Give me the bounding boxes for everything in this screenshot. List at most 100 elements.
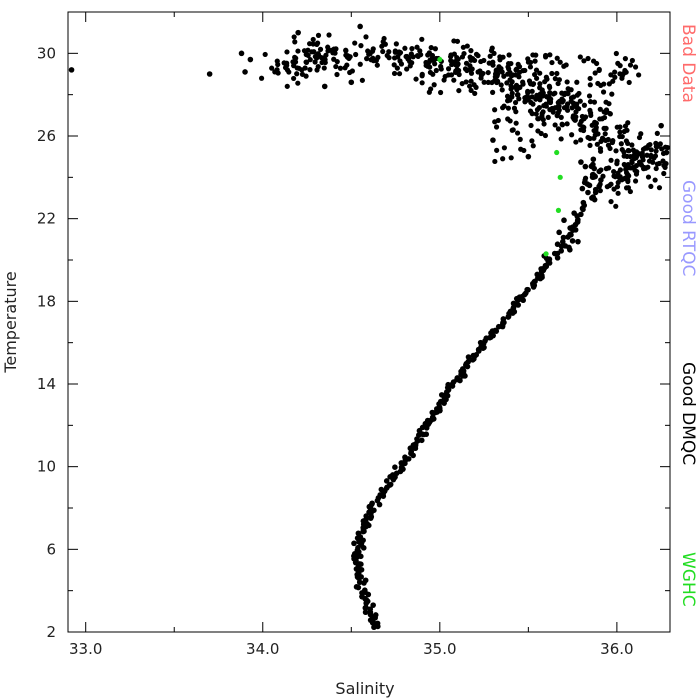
y-tick-label: 6 bbox=[46, 540, 56, 558]
data-point bbox=[419, 73, 425, 79]
data-point bbox=[505, 105, 511, 111]
data-point bbox=[597, 116, 603, 122]
data-point bbox=[558, 136, 564, 142]
data-point bbox=[568, 232, 574, 238]
x-axis-label: Salinity bbox=[335, 679, 394, 698]
data-point bbox=[490, 137, 496, 143]
data-point bbox=[622, 56, 628, 62]
data-point bbox=[460, 366, 466, 372]
data-point bbox=[370, 46, 376, 52]
data-point bbox=[363, 604, 369, 611]
data-point bbox=[653, 165, 659, 172]
data-point bbox=[609, 91, 615, 97]
data-point bbox=[238, 50, 245, 57]
data-point bbox=[247, 56, 254, 63]
data-point bbox=[512, 99, 519, 106]
legend-label-good-dmqc: Good DMQC bbox=[678, 362, 698, 465]
data-point bbox=[555, 80, 561, 87]
data-point bbox=[386, 49, 392, 55]
data-point bbox=[568, 98, 574, 104]
legend-label-bad-data: Bad Data bbox=[678, 24, 698, 103]
data-point bbox=[351, 540, 357, 547]
data-point bbox=[658, 122, 664, 129]
data-point bbox=[593, 124, 599, 131]
data-point bbox=[387, 481, 394, 488]
data-point bbox=[527, 64, 534, 70]
data-point bbox=[636, 72, 642, 78]
data-point bbox=[392, 464, 398, 470]
data-point bbox=[367, 606, 374, 612]
data-point bbox=[654, 130, 660, 136]
data-point bbox=[511, 105, 518, 111]
data-point bbox=[374, 620, 381, 627]
data-point bbox=[514, 92, 521, 98]
data-point bbox=[617, 129, 623, 135]
data-point bbox=[362, 587, 368, 593]
data-point bbox=[597, 188, 603, 194]
data-point bbox=[606, 81, 612, 87]
data-point bbox=[513, 120, 519, 126]
data-point bbox=[580, 124, 586, 130]
data-point bbox=[552, 122, 558, 128]
data-point bbox=[463, 60, 470, 66]
data-point bbox=[645, 174, 652, 180]
data-point bbox=[514, 130, 521, 136]
data-point bbox=[603, 107, 610, 113]
wghc-point bbox=[555, 207, 562, 213]
data-point bbox=[509, 90, 515, 96]
data-point bbox=[537, 70, 543, 76]
data-point bbox=[358, 566, 365, 573]
data-point bbox=[543, 54, 549, 60]
data-point bbox=[627, 62, 634, 68]
data-point bbox=[468, 87, 474, 94]
data-point bbox=[558, 248, 564, 254]
data-point bbox=[623, 69, 629, 75]
data-point bbox=[500, 156, 506, 162]
data-point bbox=[614, 158, 620, 164]
data-point bbox=[588, 110, 594, 116]
data-point bbox=[576, 106, 582, 112]
data-point bbox=[590, 58, 597, 64]
data-point bbox=[414, 44, 420, 50]
data-point bbox=[514, 87, 520, 93]
data-point bbox=[328, 47, 334, 53]
data-point bbox=[347, 69, 353, 76]
data-point bbox=[626, 79, 632, 86]
data-point bbox=[528, 81, 534, 87]
data-point bbox=[546, 83, 552, 89]
data-point bbox=[510, 304, 517, 311]
data-point bbox=[615, 179, 621, 186]
data-point bbox=[525, 287, 531, 293]
data-point bbox=[460, 44, 466, 50]
data-point bbox=[284, 49, 290, 55]
data-point bbox=[602, 131, 608, 137]
data-point bbox=[630, 147, 636, 153]
data-point bbox=[357, 23, 363, 30]
data-point bbox=[611, 173, 617, 179]
plot-frame bbox=[67, 11, 671, 633]
data-point bbox=[556, 103, 562, 109]
data-point bbox=[403, 53, 409, 60]
data-point bbox=[353, 584, 360, 590]
data-point bbox=[533, 52, 539, 58]
data-point bbox=[343, 48, 349, 54]
data-point bbox=[539, 110, 545, 117]
data-point bbox=[492, 158, 498, 165]
data-point bbox=[561, 91, 567, 98]
data-point bbox=[307, 57, 313, 63]
x-tick-label: 34.0 bbox=[246, 640, 279, 658]
data-point bbox=[619, 73, 625, 79]
data-point bbox=[516, 74, 522, 80]
data-point bbox=[587, 142, 593, 148]
data-point bbox=[618, 141, 624, 147]
wghc-point bbox=[543, 251, 549, 257]
data-point bbox=[407, 63, 413, 69]
data-point bbox=[433, 67, 439, 74]
data-point bbox=[603, 99, 609, 105]
data-point bbox=[533, 67, 540, 73]
data-point bbox=[581, 116, 587, 122]
data-point bbox=[601, 81, 607, 87]
data-point bbox=[508, 86, 514, 92]
data-point bbox=[407, 58, 413, 65]
data-point bbox=[538, 266, 544, 272]
